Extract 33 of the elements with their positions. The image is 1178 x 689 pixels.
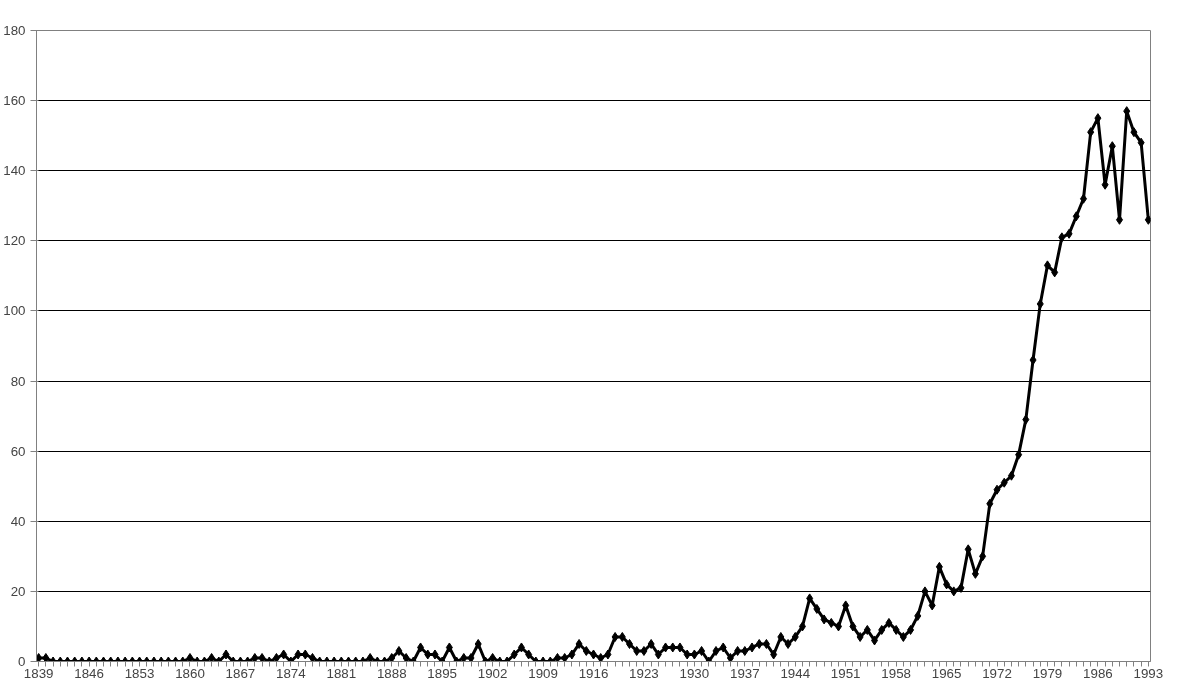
y-tick-label: 180 (3, 23, 26, 38)
x-tick-label: 1839 (23, 665, 54, 681)
y-tick-label: 40 (10, 513, 26, 529)
x-tick-label: 1930 (679, 665, 710, 681)
x-tick-label: 1846 (74, 665, 104, 681)
x-tick-label: 1895 (427, 665, 458, 681)
y-tick-label: 100 (3, 303, 26, 319)
y-tick-label: 60 (10, 443, 26, 459)
y-tick-label: 160 (3, 93, 26, 109)
x-tick-label: 1937 (729, 665, 760, 681)
x-tick-label: 1965 (931, 665, 962, 681)
x-tick-label: 1979 (1032, 665, 1063, 681)
x-tick-label: 1881 (326, 665, 357, 681)
x-tick-label: 1993 (1133, 665, 1164, 681)
y-tick-label: 140 (3, 163, 26, 179)
y-tick-label: 80 (10, 373, 26, 389)
x-tick-label: 1986 (1083, 665, 1113, 681)
y-tick-label: 120 (3, 233, 26, 249)
x-tick-label: 1874 (276, 665, 307, 681)
y-tick-label: 0 (18, 654, 26, 669)
x-tick-label: 1944 (780, 665, 811, 681)
x-tick-label: 1902 (477, 665, 508, 681)
x-tick-label: 1909 (528, 665, 558, 681)
x-tick-label: 1951 (830, 665, 861, 681)
x-tick-label: 1853 (124, 665, 155, 681)
x-tick-label: 1958 (881, 665, 911, 681)
x-tick-label: 1923 (629, 665, 659, 681)
y-tick-label: 20 (10, 583, 26, 599)
x-tick-label: 1888 (376, 665, 407, 681)
x-tick-label: 1916 (578, 665, 609, 681)
x-tick-label: 1860 (175, 665, 205, 681)
x-tick-label: 1867 (225, 665, 256, 681)
x-tick-label: 1972 (982, 665, 1012, 681)
